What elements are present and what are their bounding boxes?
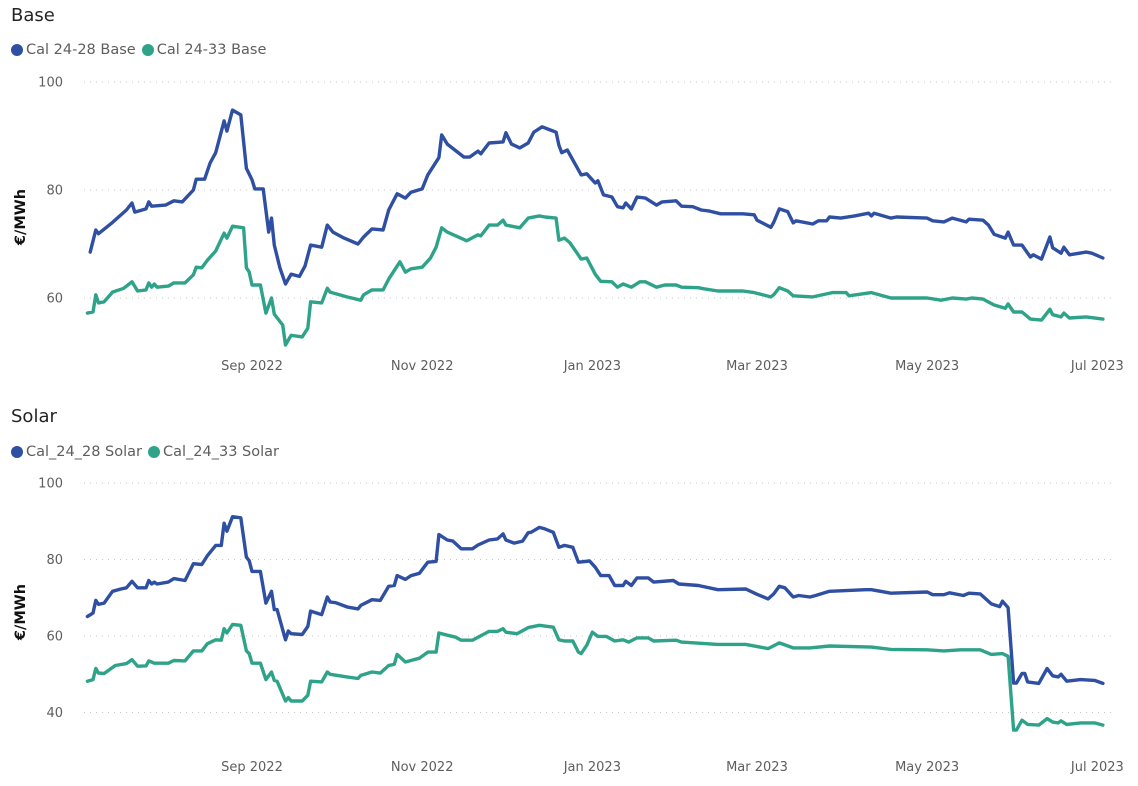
y-tick-label: 60 (46, 630, 63, 645)
y-tick-label: 80 (46, 184, 63, 199)
x-tick-label: Nov 2022 (391, 359, 454, 374)
legend-label: Cal 24-28 Base (26, 42, 136, 58)
legend-label: Cal 24-33 Base (156, 42, 267, 58)
x-tick-label: Jul 2023 (1070, 760, 1124, 775)
y-tick-label: 100 (38, 76, 63, 91)
x-tick-label: Mar 2023 (726, 359, 788, 374)
x-tick-label: Jul 2023 (1070, 359, 1124, 374)
legend-item-cal-24-33-base[interactable]: Cal 24-33 Base (141, 42, 267, 58)
x-tick-label: Nov 2022 (391, 760, 454, 775)
x-tick-label: May 2023 (895, 359, 959, 374)
legend-solar: Cal_24_28 Solar Cal_24_33 Solar (11, 444, 279, 460)
x-tick-label: May 2023 (895, 760, 959, 775)
chart-title-solar: Solar (11, 406, 57, 427)
series-line-cal-24-28-solar (85, 515, 1105, 686)
x-tick-label: Mar 2023 (726, 760, 788, 775)
y-tick-label: 100 (38, 477, 63, 492)
y-tick-label: 40 (46, 706, 63, 721)
y-axis-label: €/MWh (13, 584, 29, 641)
legend-item-cal-24-28-base[interactable]: Cal 24-28 Base (11, 42, 136, 58)
legend-dot-icon (11, 44, 23, 56)
legend-label: Cal_24_33 Solar (163, 444, 279, 460)
legend-dot-icon (148, 446, 160, 458)
x-tick-label: Jan 2023 (563, 760, 621, 775)
legend-item-cal-24-28-solar[interactable]: Cal_24_28 Solar (11, 444, 142, 460)
y-tick-label: 80 (46, 553, 63, 568)
series-line-cal-24-28-base (88, 108, 1105, 286)
y-tick-label: 60 (46, 292, 63, 307)
legend-label: Cal_24_28 Solar (26, 444, 142, 460)
legend-base: Cal 24-28 Base Cal 24-33 Base (11, 42, 266, 58)
series-line-cal-24-33-base (85, 214, 1105, 347)
y-axis-label: €/MWh (13, 189, 29, 246)
x-tick-label: Sep 2022 (221, 760, 283, 775)
x-tick-label: Jan 2023 (563, 359, 621, 374)
series-line-cal-24-33-solar (85, 622, 1105, 732)
legend-item-cal-24-33-solar[interactable]: Cal_24_33 Solar (148, 444, 279, 460)
chart-title-base: Base (11, 5, 55, 26)
x-tick-label: Sep 2022 (221, 359, 283, 374)
legend-dot-icon (141, 44, 154, 56)
legend-dot-icon (11, 446, 23, 458)
